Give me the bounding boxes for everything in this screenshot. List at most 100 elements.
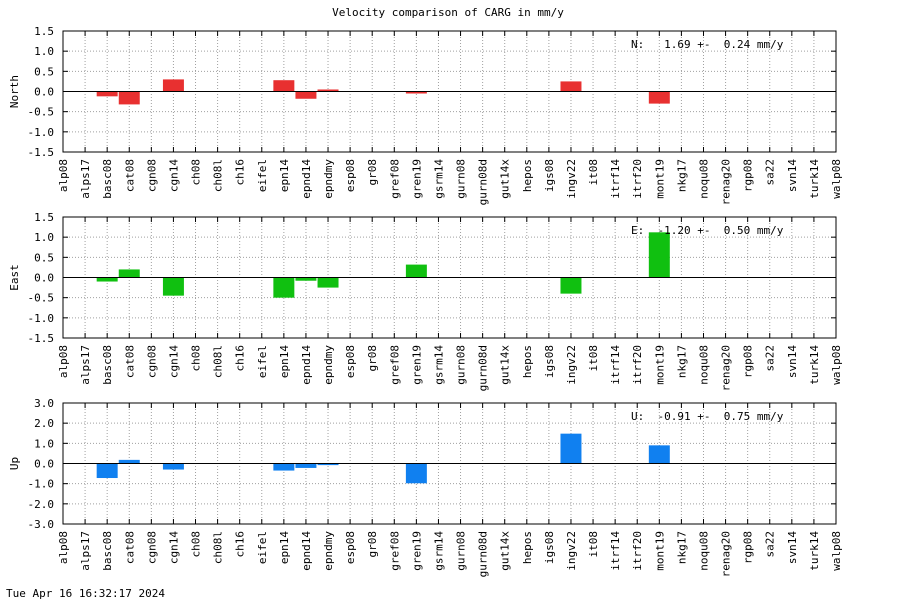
x-tick-label-gren19: gren19 <box>410 159 423 199</box>
y-tick-label: 1.0 <box>34 437 54 450</box>
x-tick-label-cat08: cat08 <box>123 159 136 192</box>
x-tick-label-itrf14: itrf14 <box>609 345 622 385</box>
x-tick-label-itrf20: itrf20 <box>631 159 644 199</box>
x-tick-label-ingv22: ingv22 <box>565 159 578 199</box>
x-tick-label-igs08: igs08 <box>543 345 556 378</box>
panel-north: -1.5 -1.0 -0.5 0.0 0.5 1.0 1.5 alp08 alps17 basc0… <box>8 25 843 205</box>
bar-epndmy <box>317 463 339 466</box>
x-tick-label-nkg17: nkg17 <box>675 345 688 378</box>
x-tick-label-gref08: gref08 <box>388 531 401 571</box>
x-tick-label-mont19: mont19 <box>653 531 666 571</box>
x-tick-label-basc08: basc08 <box>101 159 114 199</box>
x-tick-label-sa22: sa22 <box>764 159 777 186</box>
x-tick-label-svn14: svn14 <box>786 531 799 564</box>
x-tick-label-gut14x: gut14x <box>499 159 512 199</box>
y-tick-label: 1.5 <box>34 211 54 224</box>
y-tick-label: 3.0 <box>34 397 54 410</box>
bar-epnd14 <box>295 463 317 468</box>
x-tick-label-rgp08: rgp08 <box>742 159 755 192</box>
bar-basc08 <box>96 91 118 97</box>
x-tick-label-rgp08: rgp08 <box>742 345 755 378</box>
bar-cat08 <box>118 459 140 464</box>
x-tick-label-esp08: esp08 <box>344 159 357 192</box>
y-tick-label: -1.0 <box>28 312 55 325</box>
bar-epn14 <box>273 463 295 471</box>
x-tick-label-itrf20: itrf20 <box>631 345 644 385</box>
x-tick-label-gsrm14: gsrm14 <box>432 345 445 385</box>
y-tick-label: 0.0 <box>34 458 54 471</box>
x-tick-label-epn14: epn14 <box>278 345 291 378</box>
x-tick-label-walp08: walp08 <box>830 531 843 571</box>
x-tick-label-ch16: ch16 <box>234 345 247 372</box>
x-tick-label-sa22: sa22 <box>764 531 777 558</box>
x-tick-label-cat08: cat08 <box>123 345 136 378</box>
x-tick-label-alp08: alp08 <box>57 345 70 378</box>
x-tick-label-igs08: igs08 <box>543 531 556 564</box>
x-tick-label-itrf20: itrf20 <box>631 531 644 571</box>
x-tick-label-ch16: ch16 <box>234 531 247 558</box>
x-tick-label-epnd14: epnd14 <box>300 345 313 385</box>
y-tick-label: 1.0 <box>34 231 54 244</box>
x-tick-label-gr08: gr08 <box>366 345 379 372</box>
bar-epn14 <box>273 80 295 92</box>
x-tick-label-gref08: gref08 <box>388 159 401 199</box>
x-tick-label-turk14: turk14 <box>808 345 821 385</box>
bar-cgn14 <box>162 79 184 92</box>
y-tick-label: -1.0 <box>28 126 55 139</box>
y-tick-label: -2.0 <box>28 498 55 511</box>
x-tick-label-alps17: alps17 <box>79 159 92 199</box>
x-tick-label-epnd14: epnd14 <box>300 159 313 199</box>
x-tick-label-alps17: alps17 <box>79 531 92 571</box>
x-tick-label-nkg17: nkg17 <box>675 159 688 192</box>
x-tick-label-itrf14: itrf14 <box>609 159 622 199</box>
x-tick-label-gref08: gref08 <box>388 345 401 385</box>
x-tick-label-epnd14: epnd14 <box>300 531 313 571</box>
x-tick-label-it08: it08 <box>587 531 600 558</box>
x-tick-label-renag20: renag20 <box>720 531 733 577</box>
x-tick-label-esp08: esp08 <box>344 531 357 564</box>
x-tick-label-noqu08: noqu08 <box>697 345 710 385</box>
stat-annotation: U: -0.91 +- 0.75 mm/y <box>631 410 784 423</box>
x-tick-label-rgp08: rgp08 <box>742 531 755 564</box>
x-tick-label-mont19: mont19 <box>653 345 666 385</box>
bar-mont19 <box>648 445 670 464</box>
x-tick-label-turk14: turk14 <box>808 159 821 199</box>
x-tick-label-noqu08: noqu08 <box>697 159 710 199</box>
x-tick-label-gr08: gr08 <box>366 159 379 186</box>
x-tick-label-it08: it08 <box>587 159 600 186</box>
x-tick-label-ch08: ch08 <box>190 345 203 372</box>
x-tick-label-cgn14: cgn14 <box>167 531 180 564</box>
y-tick-label: -0.5 <box>28 292 55 305</box>
x-tick-label-cgn08: cgn08 <box>145 345 158 378</box>
x-tick-label-hepos: hepos <box>521 159 534 192</box>
y-tick-label: 0.5 <box>34 251 54 264</box>
x-tick-label-hepos: hepos <box>521 531 534 564</box>
x-tick-label-eifel: eifel <box>256 345 269 378</box>
bar-gren19 <box>405 264 427 278</box>
x-tick-label-cgn08: cgn08 <box>145 159 158 192</box>
x-tick-label-ch08l: ch08l <box>212 531 225 564</box>
x-tick-label-mont19: mont19 <box>653 159 666 199</box>
y-tick-label: 1.5 <box>34 25 54 38</box>
bar-cgn14 <box>162 277 184 296</box>
x-tick-label-epndmy: epndmy <box>322 159 335 199</box>
x-tick-label-ch16: ch16 <box>234 159 247 186</box>
x-tick-label-renag20: renag20 <box>720 159 733 205</box>
x-tick-label-gsrm14: gsrm14 <box>432 531 445 571</box>
y-axis-label: North <box>8 75 21 108</box>
x-tick-label-ch08l: ch08l <box>212 159 225 192</box>
x-tick-label-ingv22: ingv22 <box>565 345 578 385</box>
x-tick-label-alp08: alp08 <box>57 531 70 564</box>
bar-cat08 <box>118 91 140 105</box>
y-tick-label: -3.0 <box>28 518 55 531</box>
x-tick-label-ch08: ch08 <box>190 159 203 186</box>
x-tick-label-gurn08: gurn08 <box>455 159 468 199</box>
bar-mont19 <box>648 91 670 104</box>
bar-epnd14 <box>295 277 317 281</box>
x-tick-label-noqu08: noqu08 <box>697 531 710 571</box>
x-tick-label-itrf14: itrf14 <box>609 531 622 571</box>
y-tick-label: 0.0 <box>34 86 54 99</box>
y-tick-label: 2.0 <box>34 417 54 430</box>
chart-title: Velocity comparison of CARG in mm/y <box>332 6 564 19</box>
